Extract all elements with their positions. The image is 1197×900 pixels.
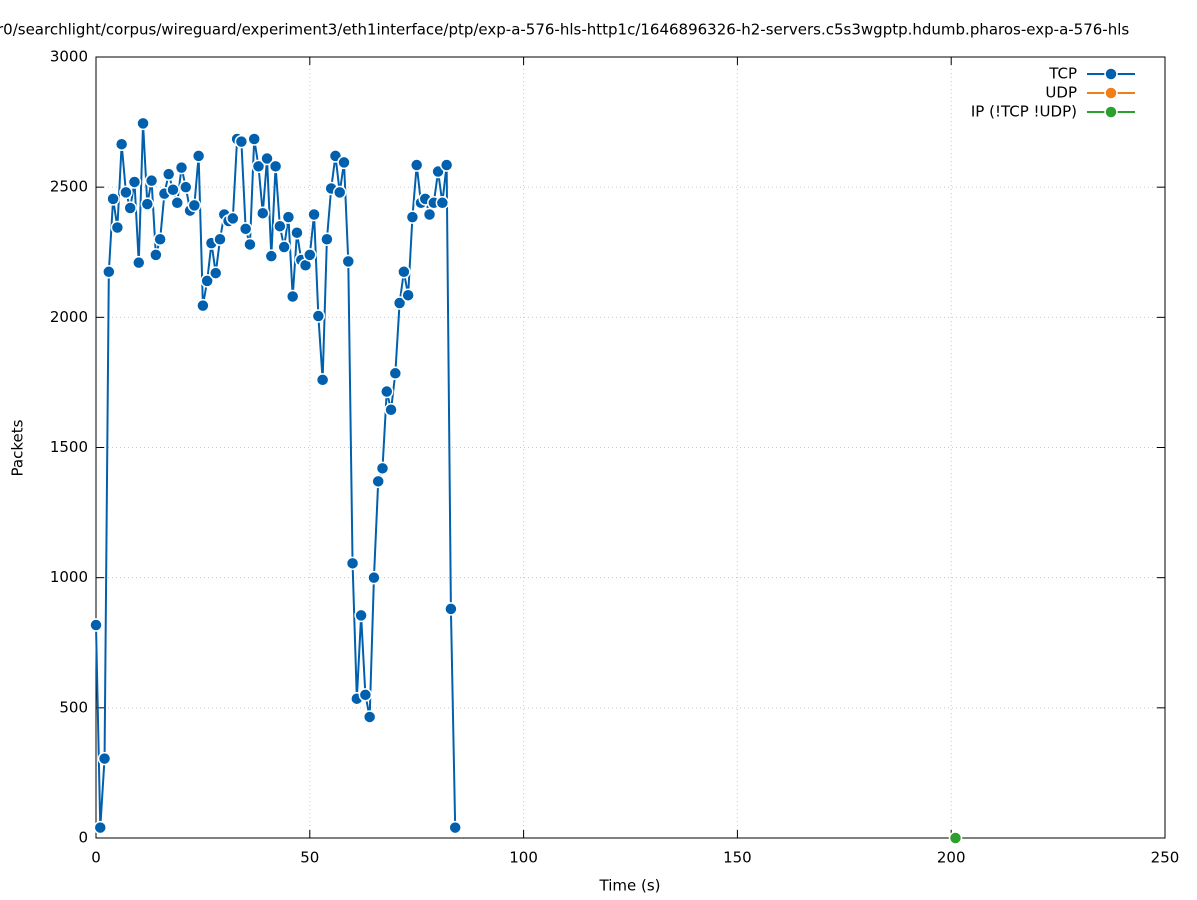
data-point: [260, 151, 274, 166]
data-point: [97, 751, 112, 766]
data-point: [392, 296, 407, 310]
data-point: [200, 274, 214, 288]
data-point: [384, 403, 398, 417]
data-point: [388, 366, 403, 381]
data-point: [358, 688, 373, 702]
data-point: [256, 206, 270, 220]
x-tick-label: 150: [723, 849, 752, 867]
x-tick-label: 250: [1151, 849, 1180, 867]
data-point: [234, 134, 249, 149]
data-point: [273, 219, 287, 233]
data-point: [213, 232, 227, 246]
y-tick-label: 0: [78, 829, 88, 847]
data-point: [114, 137, 129, 151]
legend-label: TCP: [1048, 65, 1077, 83]
data-point: [397, 265, 411, 279]
data-point: [208, 266, 223, 280]
x-tick-label: 100: [509, 849, 538, 867]
data-point: [285, 289, 300, 304]
data-point: [444, 602, 458, 616]
data-point: [948, 831, 963, 845]
data-point: [405, 210, 420, 224]
data-point: [380, 384, 394, 399]
data-point: [307, 207, 321, 222]
data-point: [127, 175, 142, 189]
legend-label: IP (!TCP !UDP): [971, 103, 1077, 121]
data-point: [247, 132, 261, 146]
x-tick-label: 200: [937, 849, 966, 867]
data-point: [243, 237, 257, 252]
data-point: [119, 185, 133, 200]
data-point: [337, 155, 351, 170]
data-point: [238, 222, 253, 236]
data-point: [123, 201, 137, 215]
data-point: [187, 198, 202, 213]
data-point: [341, 254, 356, 269]
x-axis-label: Time (s): [599, 877, 661, 895]
data-point: [439, 158, 454, 172]
data-point: [166, 183, 180, 197]
plot-frame: [95, 56, 1166, 839]
legend-marker: [1104, 67, 1118, 81]
legend-marker: [1104, 105, 1118, 119]
data-point: [144, 173, 159, 188]
data-point: [179, 180, 193, 194]
data-point: [161, 167, 176, 181]
data-point: [354, 608, 368, 623]
data-point: [153, 232, 167, 246]
data-point: [290, 225, 304, 240]
data-point: [149, 248, 163, 262]
x-tick-label: 50: [300, 849, 319, 867]
y-tick-label: 2000: [50, 308, 88, 326]
data-point: [448, 820, 462, 835]
data-point: [315, 373, 330, 387]
data-point: [93, 820, 108, 835]
data-point: [110, 220, 125, 235]
y-tick-label: 1000: [50, 568, 88, 586]
chart-title: r0/searchlight/corpus/wireguard/experime…: [0, 21, 1129, 39]
data-point: [320, 232, 334, 246]
data-point: [435, 196, 450, 210]
y-tick-label: 1500: [50, 438, 88, 456]
data-point: [226, 211, 240, 226]
data-point: [264, 249, 279, 263]
data-point: [174, 160, 189, 175]
data-point: [251, 159, 266, 174]
data-point: [422, 207, 437, 222]
data-point: [191, 149, 206, 163]
data-point: [89, 618, 103, 632]
y-tick-label: 2500: [50, 178, 88, 196]
legend-label: UDP: [1045, 84, 1077, 102]
y-tick-label: 3000: [50, 48, 88, 66]
data-point: [401, 288, 415, 302]
data-point: [132, 255, 146, 270]
data-point: [277, 240, 291, 254]
data-point: [345, 556, 360, 571]
data-point: [303, 248, 317, 262]
data-point: [170, 196, 184, 210]
data-point: [375, 461, 390, 476]
data-point: [136, 116, 150, 131]
data-point: [102, 265, 116, 279]
data-point: [371, 474, 385, 489]
y-axis-label: Packets: [9, 419, 27, 476]
x-tick-label: 0: [91, 849, 101, 867]
data-point: [409, 158, 424, 172]
data-point: [106, 192, 120, 206]
data-point: [196, 298, 210, 313]
data-point: [268, 159, 283, 174]
data-point: [362, 710, 377, 724]
data-point: [281, 210, 296, 224]
data-point: [332, 185, 347, 200]
data-point: [311, 309, 326, 323]
data-point: [367, 570, 381, 585]
legend-marker: [1104, 86, 1118, 100]
data-point: [140, 197, 155, 211]
y-tick-label: 500: [59, 698, 88, 716]
